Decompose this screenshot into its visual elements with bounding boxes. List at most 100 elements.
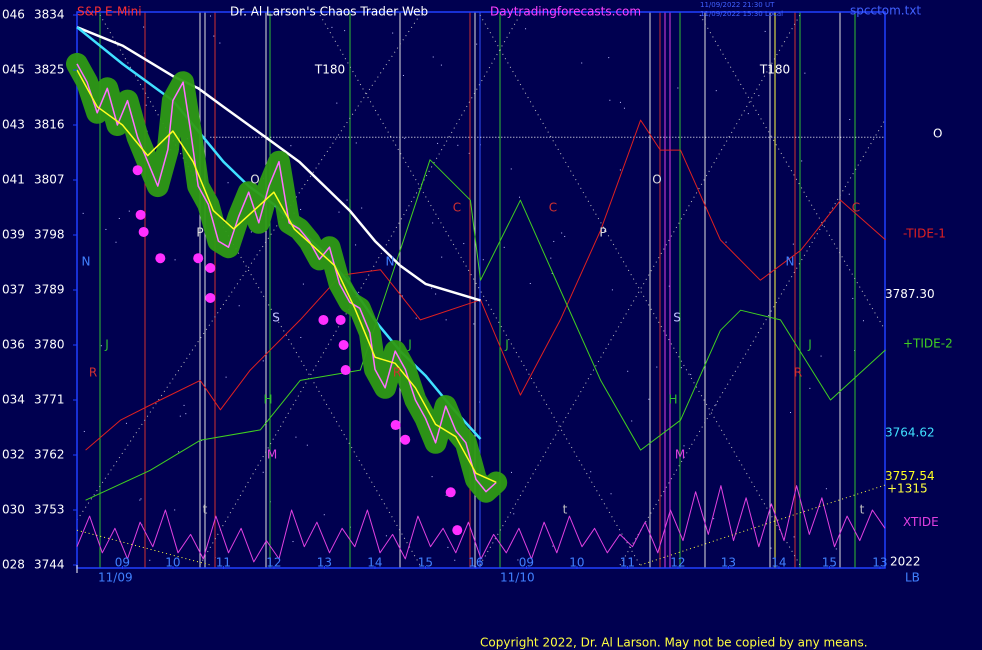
y-tick-label: 3744 xyxy=(34,558,65,572)
series-line xyxy=(76,69,497,483)
star xyxy=(835,548,837,550)
star xyxy=(690,374,692,376)
event-marker: R xyxy=(89,366,97,380)
star xyxy=(529,282,531,284)
x-tick-label: 15 xyxy=(418,556,433,570)
star xyxy=(178,451,180,453)
star xyxy=(604,230,606,232)
star xyxy=(441,256,443,258)
star xyxy=(553,240,555,242)
y-tick-label: 3753 xyxy=(34,503,65,517)
y-tick-label: 3789 xyxy=(34,283,65,297)
end-value: 3757.54 xyxy=(885,469,935,483)
star xyxy=(290,145,292,147)
y-tick-code: 032 xyxy=(2,448,25,462)
star xyxy=(668,285,670,287)
star xyxy=(849,119,851,121)
dot xyxy=(390,420,401,431)
star xyxy=(476,43,478,45)
star xyxy=(145,104,147,106)
star xyxy=(627,370,629,372)
star xyxy=(590,471,592,473)
star xyxy=(445,494,447,496)
event-marker: P xyxy=(599,226,606,240)
dot xyxy=(445,487,456,498)
end-value: 3787.30 xyxy=(885,287,935,301)
plot xyxy=(66,26,886,566)
star xyxy=(225,376,227,378)
star xyxy=(183,404,185,406)
star xyxy=(292,541,294,543)
star xyxy=(432,56,434,58)
star xyxy=(725,241,727,243)
diagonal xyxy=(699,14,886,331)
star xyxy=(143,26,145,28)
star xyxy=(385,535,387,537)
copyright: Copyright 2022, Dr. Al Larson. May not b… xyxy=(480,636,868,650)
star xyxy=(323,514,325,516)
event-marker: J xyxy=(504,338,509,352)
star xyxy=(677,87,679,89)
series-name: XTIDE xyxy=(903,515,939,529)
y-tick-label: 3825 xyxy=(34,63,65,77)
y-tick-code: 036 xyxy=(2,338,25,352)
star xyxy=(715,404,717,406)
dot xyxy=(338,340,349,350)
event-marker: M xyxy=(675,448,685,462)
star xyxy=(468,152,470,154)
x-tick-label: 11 xyxy=(620,556,635,570)
star xyxy=(801,160,803,162)
x-tick-label: 09 xyxy=(115,556,130,570)
event-marker: M xyxy=(267,448,277,462)
end-value: 3764.62 xyxy=(885,425,935,439)
dot xyxy=(132,165,143,176)
star xyxy=(174,509,176,511)
star xyxy=(227,182,229,184)
stars xyxy=(82,15,864,561)
star xyxy=(804,72,806,74)
star xyxy=(510,168,512,170)
y-tick-label: 3771 xyxy=(34,393,65,407)
y-tick-code: 028 xyxy=(2,558,25,572)
star xyxy=(404,137,406,139)
star xyxy=(482,259,484,261)
star xyxy=(447,546,449,548)
event-marker: C xyxy=(852,201,860,215)
x-tick-label: 10 xyxy=(569,556,584,570)
star xyxy=(747,113,749,115)
star xyxy=(764,30,766,32)
series-name: -TIDE-1 xyxy=(903,226,946,240)
diagonal xyxy=(99,14,421,566)
star xyxy=(344,30,346,32)
star xyxy=(790,412,792,414)
star xyxy=(115,241,117,243)
x-tick-label: 14 xyxy=(367,556,382,570)
diagonal xyxy=(76,14,421,521)
star xyxy=(519,196,521,198)
star xyxy=(185,413,187,415)
vertical-lines xyxy=(99,12,856,568)
star xyxy=(174,259,176,261)
x-tick-label: 11 xyxy=(216,556,231,570)
star xyxy=(581,62,583,64)
x-tick-label: 09 xyxy=(519,556,534,570)
star xyxy=(82,212,84,214)
star xyxy=(656,366,658,368)
dot xyxy=(135,209,146,220)
y-tick-code: 037 xyxy=(2,283,25,297)
timestamp: 11/09/2022 15:30 Local xyxy=(700,10,783,18)
series-line xyxy=(76,485,886,563)
star xyxy=(454,559,456,561)
x-tick-label: 13 xyxy=(317,556,332,570)
instrument: S&P E-Mini xyxy=(77,5,142,19)
star xyxy=(809,387,811,389)
star xyxy=(300,336,302,338)
series-line xyxy=(85,159,886,501)
event-marker: N xyxy=(82,255,91,269)
event-marker: J xyxy=(104,338,109,352)
x-tick-label: 16 xyxy=(468,556,483,570)
star xyxy=(331,26,333,28)
dot xyxy=(340,365,351,376)
dot xyxy=(205,292,216,303)
y-tick-code: 046 xyxy=(2,8,25,22)
